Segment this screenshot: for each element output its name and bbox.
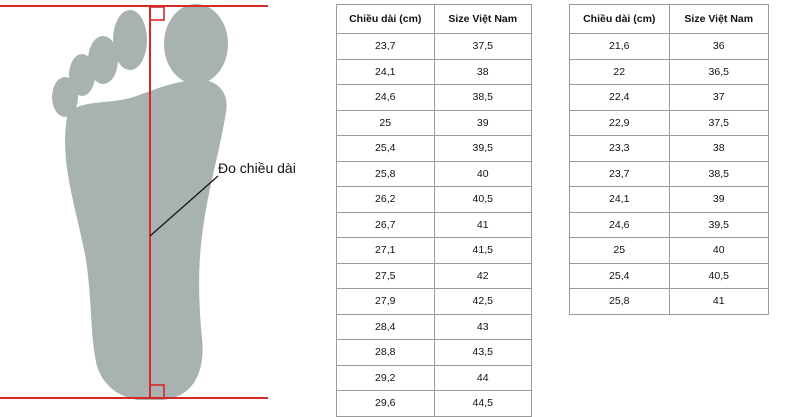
cell-size-vn: 43,5 xyxy=(433,339,533,366)
table-row: 25,8 40 xyxy=(336,160,533,187)
label-leader-line xyxy=(149,175,219,237)
cell-size-vn: 39,5 xyxy=(668,211,770,238)
table-row: 23,3 38 xyxy=(569,135,770,162)
cell-size-vn: 39 xyxy=(668,186,770,213)
table-row: 28,4 43 xyxy=(336,313,533,340)
size-table-left: Chiều dài (cm) Size Việt Nam 23,7 37,5 24,… xyxy=(336,4,533,417)
cell-length-cm: 24,1 xyxy=(569,186,670,213)
size-table-right: Chiều dài (cm) Size Việt Nam 21,6 36 22 36,… xyxy=(569,4,770,315)
cell-length-cm: 25,4 xyxy=(336,135,435,162)
column-header-length: Chiều dài (cm) xyxy=(336,4,435,34)
cell-length-cm: 22,9 xyxy=(569,109,670,136)
table-row: 23,7 38,5 xyxy=(569,160,770,187)
cell-size-vn: 38,5 xyxy=(433,84,533,111)
table-row: 24,1 38 xyxy=(336,58,533,85)
cell-size-vn: 40 xyxy=(668,237,770,264)
table-row: 25,4 40,5 xyxy=(569,262,770,289)
cell-size-vn: 37 xyxy=(668,84,770,111)
cell-size-vn: 42,5 xyxy=(433,288,533,315)
little-toe xyxy=(52,77,78,117)
cell-length-cm: 29,2 xyxy=(336,364,435,391)
cell-size-vn: 44,5 xyxy=(433,390,533,417)
cell-size-vn: 40 xyxy=(433,160,533,187)
cell-length-cm: 25,4 xyxy=(569,262,670,289)
foot-measurement-figure: Đo chiều dài xyxy=(0,0,330,400)
cell-length-cm: 29,6 xyxy=(336,390,435,417)
table-row: 22,9 37,5 xyxy=(569,109,770,136)
cell-length-cm: 25,8 xyxy=(336,160,435,187)
third-toe xyxy=(88,36,118,84)
table-row: 27,9 42,5 xyxy=(336,288,533,315)
table-row: 29,2 44 xyxy=(336,364,533,391)
table-row: 22,4 37 xyxy=(569,84,770,111)
table-row: 25 40 xyxy=(569,237,770,264)
cell-length-cm: 23,7 xyxy=(336,33,435,60)
cell-size-vn: 43 xyxy=(433,313,533,340)
table-row: 26,7 41 xyxy=(336,211,533,238)
table-row: 25 39 xyxy=(336,109,533,136)
table-row: 27,1 41,5 xyxy=(336,237,533,264)
cell-size-vn: 39 xyxy=(433,109,533,136)
cell-size-vn: 37,5 xyxy=(433,33,533,60)
cell-length-cm: 21,6 xyxy=(569,33,670,60)
table-row: 24,6 39,5 xyxy=(569,211,770,238)
table-row: 28,8 43,5 xyxy=(336,339,533,366)
cell-length-cm: 23,7 xyxy=(569,160,670,187)
cell-length-cm: 24,1 xyxy=(336,58,435,85)
cell-size-vn: 40,5 xyxy=(433,186,533,213)
table-row: 25,4 39,5 xyxy=(336,135,533,162)
cell-size-vn: 41,5 xyxy=(433,237,533,264)
cell-size-vn: 40,5 xyxy=(668,262,770,289)
cell-size-vn: 38,5 xyxy=(668,160,770,187)
table-row: 27,5 42 xyxy=(336,262,533,289)
table-row: 24,1 39 xyxy=(569,186,770,213)
cell-length-cm: 27,5 xyxy=(336,262,435,289)
cell-length-cm: 27,1 xyxy=(336,237,435,264)
top-length-marker xyxy=(149,6,165,21)
cell-length-cm: 24,6 xyxy=(569,211,670,238)
cell-size-vn: 36,5 xyxy=(668,58,770,85)
cell-size-vn: 41 xyxy=(668,288,770,315)
table-row: 26,2 40,5 xyxy=(336,186,533,213)
cell-length-cm: 28,8 xyxy=(336,339,435,366)
cell-length-cm: 28,4 xyxy=(336,313,435,340)
bottom-length-marker xyxy=(149,384,165,399)
column-header-length: Chiều dài (cm) xyxy=(569,4,670,34)
foot-diagram xyxy=(0,4,268,400)
cell-length-cm: 27,9 xyxy=(336,288,435,315)
table-row: 23,7 37,5 xyxy=(336,33,533,60)
cell-size-vn: 38 xyxy=(668,135,770,162)
table-header-row: Chiều dài (cm) Size Việt Nam xyxy=(569,4,770,34)
table-row: 29,6 44,5 xyxy=(336,390,533,417)
table-row: 21,6 36 xyxy=(569,33,770,60)
table-row: 22 36,5 xyxy=(569,58,770,85)
foot-sole xyxy=(65,79,227,400)
cell-size-vn: 44 xyxy=(433,364,533,391)
cell-size-vn: 41 xyxy=(433,211,533,238)
second-toe xyxy=(113,10,147,70)
cell-length-cm: 25,8 xyxy=(569,288,670,315)
table-row: 24,6 38,5 xyxy=(336,84,533,111)
cell-size-vn: 38 xyxy=(433,58,533,85)
cell-size-vn: 37,5 xyxy=(668,109,770,136)
cell-length-cm: 22 xyxy=(569,58,670,85)
cell-length-cm: 22,4 xyxy=(569,84,670,111)
cell-length-cm: 26,2 xyxy=(336,186,435,213)
cell-length-cm: 26,7 xyxy=(336,211,435,238)
measure-length-label: Đo chiều dài xyxy=(218,160,296,176)
column-header-size: Size Việt Nam xyxy=(433,4,533,34)
cell-size-vn: 39,5 xyxy=(433,135,533,162)
cell-length-cm: 25 xyxy=(569,237,670,264)
table-header-row: Chiều dài (cm) Size Việt Nam xyxy=(336,4,533,34)
cell-size-vn: 42 xyxy=(433,262,533,289)
table-row: 25,8 41 xyxy=(569,288,770,315)
cell-length-cm: 23,3 xyxy=(569,135,670,162)
column-header-size: Size Việt Nam xyxy=(668,4,770,34)
cell-length-cm: 25 xyxy=(336,109,435,136)
cell-size-vn: 36 xyxy=(668,33,770,60)
cell-length-cm: 24,6 xyxy=(336,84,435,111)
big-toe xyxy=(164,4,228,84)
